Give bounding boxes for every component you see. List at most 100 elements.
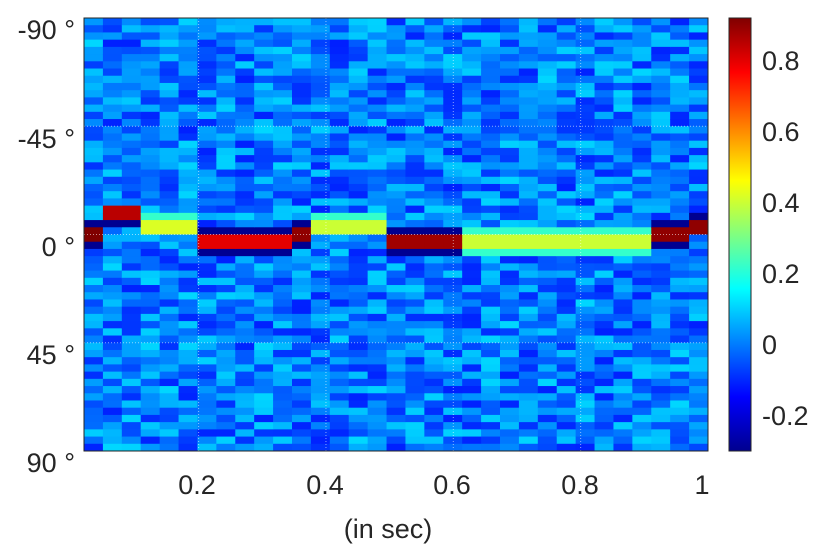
heatmap-cell: [329, 212, 350, 221]
heatmap-cell: [310, 205, 331, 214]
heatmap-cell: [140, 393, 161, 402]
heatmap-cell: [273, 25, 293, 34]
heatmap-cell: [670, 342, 690, 351]
heatmap-cell: [481, 248, 501, 257]
heatmap-cell: [405, 227, 425, 236]
heatmap-cell: [329, 371, 350, 380]
heatmap-cell: [689, 169, 708, 178]
heatmap-cell: [197, 357, 217, 365]
heatmap-cell: [556, 277, 577, 286]
heatmap-cell: [518, 393, 539, 402]
heatmap-cell: [197, 393, 217, 402]
heatmap-cell: [594, 270, 615, 279]
heatmap-cell: [348, 285, 369, 293]
heatmap-cell: [481, 292, 501, 301]
heatmap-cell: [197, 198, 217, 207]
heatmap-cell: [386, 176, 407, 185]
heatmap-cell: [537, 400, 558, 409]
heatmap-cell: [273, 169, 293, 178]
heatmap-cell: [651, 299, 671, 308]
heatmap-cell: [235, 349, 255, 358]
heatmap-cell: [424, 169, 444, 178]
heatmap-cell: [689, 342, 708, 351]
heatmap-cell: [329, 400, 350, 409]
heatmap-cell: [254, 176, 274, 185]
heatmap-cell: [235, 306, 255, 315]
heatmap-cell: [84, 140, 104, 149]
heatmap-cell: [121, 68, 142, 77]
heatmap-cell: [273, 443, 293, 451]
heatmap-cell: [651, 321, 671, 329]
heatmap-cell: [689, 147, 708, 156]
heatmap-cell: [292, 241, 312, 250]
heatmap-cell: [348, 393, 369, 402]
heatmap-cell: [84, 443, 104, 451]
heatmap-cell: [556, 68, 577, 77]
heatmap-cell: [443, 162, 463, 171]
heatmap-cell: [367, 68, 388, 77]
heatmap-cell: [670, 248, 690, 257]
heatmap-cell: [386, 342, 407, 351]
heatmap-cell: [348, 39, 369, 48]
heatmap-cell: [348, 256, 369, 264]
heatmap-cell: [102, 263, 123, 272]
heatmap-cell: [159, 306, 180, 315]
heatmap-cell: [121, 234, 142, 243]
heatmap-cell: [386, 256, 407, 264]
heatmap-cell: [500, 256, 520, 264]
heatmap-cell: [594, 133, 615, 142]
heatmap-cell: [367, 18, 388, 26]
heatmap-cell: [84, 133, 104, 142]
heatmap-cell: [670, 54, 690, 62]
heatmap-cell: [500, 205, 520, 214]
heatmap-cell: [670, 46, 690, 55]
heatmap-cell: [121, 357, 142, 365]
heatmap-cell: [140, 386, 161, 394]
heatmap-cell: [216, 386, 236, 394]
heatmap-cell: [102, 25, 123, 34]
colorbar-tick-label: -0.2: [762, 401, 809, 431]
heatmap-cell: [367, 422, 388, 430]
heatmap-cell: [481, 191, 501, 200]
heatmap-cell: [462, 321, 482, 329]
heatmap-cell: [273, 285, 293, 293]
heatmap-cell: [84, 263, 104, 272]
heatmap-cell: [310, 155, 331, 163]
heatmap-cell: [329, 386, 350, 394]
heatmap-cell: [121, 436, 142, 445]
heatmap-cell: [292, 212, 312, 221]
heatmap-cell: [254, 155, 274, 163]
heatmap-cell: [405, 429, 425, 438]
heatmap-cell: [329, 443, 350, 451]
heatmap-cell: [329, 90, 350, 98]
heatmap-cell: [329, 335, 350, 344]
heatmap-cell: [670, 147, 690, 156]
heatmap-cell: [348, 133, 369, 142]
heatmap-cell: [121, 263, 142, 272]
heatmap-cell: [500, 61, 520, 70]
heatmap-cell: [254, 54, 274, 62]
heatmap-cell: [689, 328, 708, 337]
heatmap-cell: [254, 198, 274, 207]
heatmap-cell: [197, 183, 217, 192]
heatmap-cell: [651, 313, 671, 322]
heatmap-cell: [443, 393, 463, 402]
heatmap-cell: [197, 54, 217, 62]
heatmap-cell: [159, 364, 180, 373]
heatmap-cell: [556, 306, 577, 315]
heatmap-cell: [613, 75, 633, 84]
heatmap-cell: [386, 436, 407, 445]
heatmap-cell: [254, 256, 274, 264]
heatmap-cell: [140, 313, 161, 322]
heatmap-cell: [367, 183, 388, 192]
heatmap-cell: [254, 75, 274, 84]
heatmap-cell: [159, 90, 180, 98]
heatmap-cell: [556, 147, 577, 156]
heatmap-cell: [102, 220, 123, 228]
heatmap-cell: [102, 169, 123, 178]
heatmap-cell: [273, 183, 293, 192]
heatmap-cell: [537, 155, 558, 163]
heatmap-cell: [273, 393, 293, 402]
heatmap-cell: [178, 140, 199, 149]
heatmap-cell: [481, 371, 501, 380]
